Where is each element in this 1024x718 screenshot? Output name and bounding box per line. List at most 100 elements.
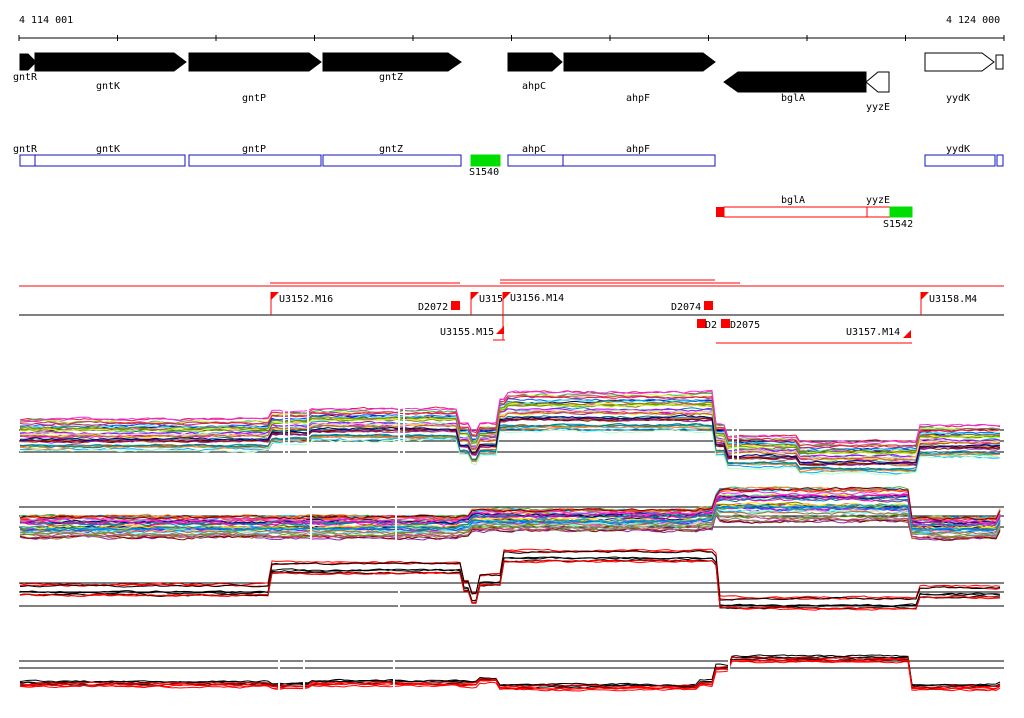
ruler-end-label: 4 124 000 xyxy=(946,15,1000,26)
segment-label-D2075: D2075 xyxy=(730,320,760,331)
gene-label-bglA: bglA xyxy=(781,93,805,104)
probe-gap xyxy=(403,405,405,460)
transcript-yydK[interactable] xyxy=(924,154,996,167)
gene-arrow-yyzE[interactable] xyxy=(865,71,890,93)
segment-block-D2074[interactable] xyxy=(704,301,713,310)
probe-gap xyxy=(307,405,309,460)
transcript-label-gntK: gntK xyxy=(96,144,120,155)
expression-trace xyxy=(19,425,1001,473)
probe-gap xyxy=(393,655,395,697)
segment-flag-U3158[interactable] xyxy=(921,292,929,300)
gene-label-gntZ: gntZ xyxy=(379,72,403,83)
transcript-ahpC[interactable] xyxy=(507,154,564,167)
gene-label-gntR: gntR xyxy=(13,72,38,83)
expression-panel-4 xyxy=(19,654,1004,697)
expression-trace xyxy=(19,414,1001,465)
probe-gap xyxy=(278,655,280,697)
expression-trace xyxy=(20,409,1001,459)
transcript-gntR[interactable] xyxy=(19,154,36,167)
gene-arrow-ahpC[interactable] xyxy=(507,52,563,72)
expression-trace xyxy=(19,507,1001,535)
segment-block-D2075[interactable] xyxy=(721,319,730,328)
gene-arrow-ahpF[interactable] xyxy=(563,52,716,72)
transcript-gntZ[interactable] xyxy=(322,154,462,167)
gene-arrow-yydK[interactable] xyxy=(924,52,995,72)
gene-arrow-gntZ[interactable] xyxy=(322,52,462,72)
gene-arrow-gntP[interactable] xyxy=(188,52,322,72)
probe-gap xyxy=(737,405,739,460)
expression-trace xyxy=(19,417,1001,466)
segment-label-U3152: U3152.M16 xyxy=(279,294,333,305)
segment-label-U3154: U3156.M14 xyxy=(510,293,564,304)
expression-trace xyxy=(19,510,1001,537)
ruler-ticks xyxy=(18,35,1005,41)
expression-trace xyxy=(19,660,1001,692)
expression-trace xyxy=(19,389,1001,445)
expression-trace xyxy=(19,422,1000,471)
gene-arrow-gntR[interactable] xyxy=(19,53,37,71)
transcript-label-ahpF: ahpF xyxy=(626,144,650,155)
segment-flag-U3152[interactable] xyxy=(271,292,279,300)
gene-label-yyzE: yyzE xyxy=(866,102,890,113)
gene-arrow-bglA[interactable] xyxy=(723,71,867,93)
segment-label-U3158: U3158.M4 xyxy=(929,294,977,305)
segment-block-D2075a[interactable] xyxy=(697,319,706,328)
gene-track: gntR gntK gntP gntZ ahpC ahpF bglA yyzE … xyxy=(13,52,1004,113)
transcript-label-bglA: bglA xyxy=(781,195,805,206)
expression-trace xyxy=(19,505,1001,532)
expression-trace xyxy=(19,488,1001,521)
probe-gap xyxy=(303,655,305,697)
gene-label-ahpC: ahpC xyxy=(522,81,546,92)
expression-trace xyxy=(19,494,1001,525)
gene-label-yydK: yydK xyxy=(946,93,970,104)
transcript-label-yydK: yydK xyxy=(946,144,970,155)
reverse-transcript-track: bglA yyzE S1542 xyxy=(716,195,913,230)
segment-flag-U3154[interactable] xyxy=(503,292,511,300)
expression-trace xyxy=(19,556,1001,608)
expression-trace xyxy=(19,394,1001,447)
transcript-gntP[interactable] xyxy=(188,154,322,167)
expression-trace xyxy=(19,486,1001,522)
probe-gap xyxy=(728,655,730,697)
srna-label-S1542: S1542 xyxy=(883,219,913,230)
coordinate-ruler: 4 114 001 4 124 000 xyxy=(18,15,1005,41)
segment-block-D2072[interactable] xyxy=(451,301,460,310)
expression-trace xyxy=(19,494,1001,527)
segmentation-track: U3152.M16 D2072 U315 U3156.M14 U3155.M15… xyxy=(19,279,1004,344)
expression-trace xyxy=(19,556,1001,607)
probe-gap xyxy=(288,405,290,460)
probe-gap xyxy=(395,500,397,545)
probe-gap xyxy=(283,405,285,460)
segment-flag-U3153[interactable] xyxy=(471,292,479,300)
srna-S1540[interactable] xyxy=(470,154,501,167)
transcript-ahpF[interactable] xyxy=(562,154,716,167)
segment-flag-U3157[interactable] xyxy=(903,330,911,338)
segment-label-D2075a: D2 xyxy=(705,320,717,331)
transcript-label-gntZ: gntZ xyxy=(379,144,403,155)
expression-panel-2 xyxy=(19,486,1004,545)
expression-panel-3 xyxy=(19,548,1004,611)
segment-label-U3157: U3157.M14 xyxy=(846,327,900,338)
expression-trace xyxy=(19,558,1001,610)
transcript-gntK[interactable] xyxy=(34,154,186,167)
transcript-start-marker xyxy=(716,207,724,217)
transcript-bglA[interactable] xyxy=(723,206,868,218)
transcript-label-ahpC: ahpC xyxy=(522,144,546,155)
transcript-yyzE[interactable] xyxy=(866,206,891,218)
expression-trace xyxy=(19,400,1001,453)
transcript-label-gntP: gntP xyxy=(242,144,266,155)
expression-trace xyxy=(20,503,1001,532)
gene-arrow-gntK[interactable] xyxy=(34,52,187,72)
transcript-label-yyzE: yyzE xyxy=(866,195,890,206)
probe-gap xyxy=(398,405,400,460)
gene-label-ahpF: ahpF xyxy=(626,93,650,104)
expression-trace xyxy=(19,548,1001,599)
expression-trace xyxy=(19,395,1001,449)
forward-transcript-track: gntR gntK gntP gntZ S1540 ahpC ahpF yydK xyxy=(13,144,1004,178)
probe-gap xyxy=(732,405,734,460)
gene-label-gntK: gntK xyxy=(96,81,120,92)
segment-flag-U3155[interactable] xyxy=(496,326,504,334)
srna-S1542[interactable] xyxy=(889,206,913,218)
